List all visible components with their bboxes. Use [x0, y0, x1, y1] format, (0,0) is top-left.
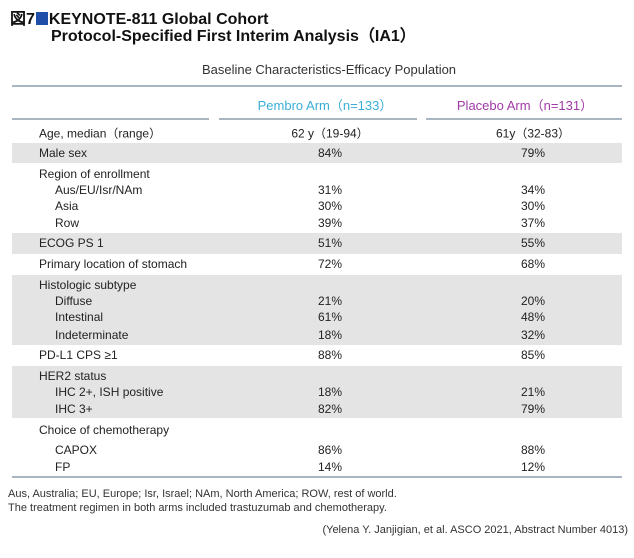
footnote: The treatment regimen in both arms inclu…: [8, 502, 387, 514]
header-placebo-arm: Placebo Arm（n=131）: [456, 98, 594, 113]
row-label: Row: [55, 216, 80, 230]
row-label: Histologic subtype: [39, 278, 137, 292]
row-label: Age, median（range）: [39, 126, 162, 141]
row-band: [12, 143, 622, 163]
placebo-value: 61y（32-83）: [495, 126, 571, 141]
pembro-value: 21%: [317, 294, 343, 308]
row-label: Male sex: [39, 146, 88, 160]
pembro-value: 84%: [317, 146, 343, 160]
figure-label: 図7: [10, 11, 35, 28]
pembro-value: 61%: [317, 310, 343, 324]
placebo-value: 32%: [520, 328, 546, 342]
pembro-value: 86%: [317, 443, 343, 457]
pembro-value: 39%: [317, 216, 343, 230]
row-label: ECOG PS 1: [39, 236, 104, 250]
table-top-rule: [12, 85, 622, 87]
pembro-value: 62 y（19-94）: [291, 126, 369, 141]
placebo-value: 55%: [520, 236, 546, 250]
row-band: [12, 275, 622, 345]
placebo-value: 79%: [520, 402, 546, 416]
header-rule: [426, 118, 622, 120]
square-marker-icon: [35, 12, 48, 25]
row-label: Choice of chemotherapy: [39, 423, 170, 437]
placebo-value: 88%: [520, 443, 546, 457]
row-label: Primary location of stomach: [39, 257, 188, 271]
row-label: Diffuse: [55, 294, 93, 308]
header-rule: [219, 118, 417, 120]
row-label: Region of enrollment: [39, 167, 150, 181]
placebo-value: 85%: [520, 348, 546, 362]
row-label: CAPOX: [55, 443, 98, 457]
row-label: IHC 2+, ISH positive: [55, 385, 164, 399]
placebo-value: 21%: [520, 385, 546, 399]
pembro-value: 30%: [317, 199, 343, 213]
row-label: Indeterminate: [55, 328, 129, 342]
row-label: Asia: [55, 199, 79, 213]
row-label: Intestinal: [55, 310, 104, 324]
placebo-value: 12%: [520, 460, 546, 474]
pembro-value: 31%: [317, 183, 343, 197]
table-caption: Baseline Characteristics-Efficacy Popula…: [201, 62, 457, 77]
footnote: Aus, Australia; EU, Europe; Isr, Israel;…: [8, 488, 397, 500]
pembro-value: 88%: [317, 348, 343, 362]
placebo-value: 68%: [520, 257, 546, 271]
figure-title-line2: Protocol-Specified First Interim Analysi…: [51, 28, 416, 45]
table-bottom-rule: [12, 476, 622, 478]
row-label: HER2 status: [39, 369, 107, 383]
placebo-value: 48%: [520, 310, 546, 324]
title-text: KEYNOTE-811 Global Cohort: [48, 11, 269, 28]
placebo-value: 79%: [520, 146, 546, 160]
row-label: Aus/EU/Isr/NAm: [55, 183, 143, 197]
row-band: [12, 233, 622, 254]
placebo-value: 37%: [520, 216, 546, 230]
pembro-value: 14%: [317, 460, 343, 474]
pembro-value: 72%: [317, 257, 343, 271]
figure-title-line1: 図7 KEYNOTE-811 Global Cohort: [10, 5, 269, 29]
row-label: FP: [55, 460, 71, 474]
placebo-value: 34%: [520, 183, 546, 197]
pembro-value: 18%: [317, 385, 343, 399]
placebo-value: 30%: [520, 199, 546, 213]
header-pembro-arm: Pembro Arm（n=133）: [257, 98, 393, 113]
pembro-value: 82%: [317, 402, 343, 416]
row-label: PD-L1 CPS ≥1: [39, 348, 118, 362]
citation: (Yelena Y. Janjigian, et al. ASCO 2021, …: [322, 524, 628, 536]
header-rule: [12, 118, 209, 120]
placebo-value: 20%: [520, 294, 546, 308]
row-label: IHC 3+: [55, 402, 93, 416]
row-band: [12, 366, 622, 418]
pembro-value: 18%: [317, 328, 343, 342]
pembro-value: 51%: [317, 236, 343, 250]
